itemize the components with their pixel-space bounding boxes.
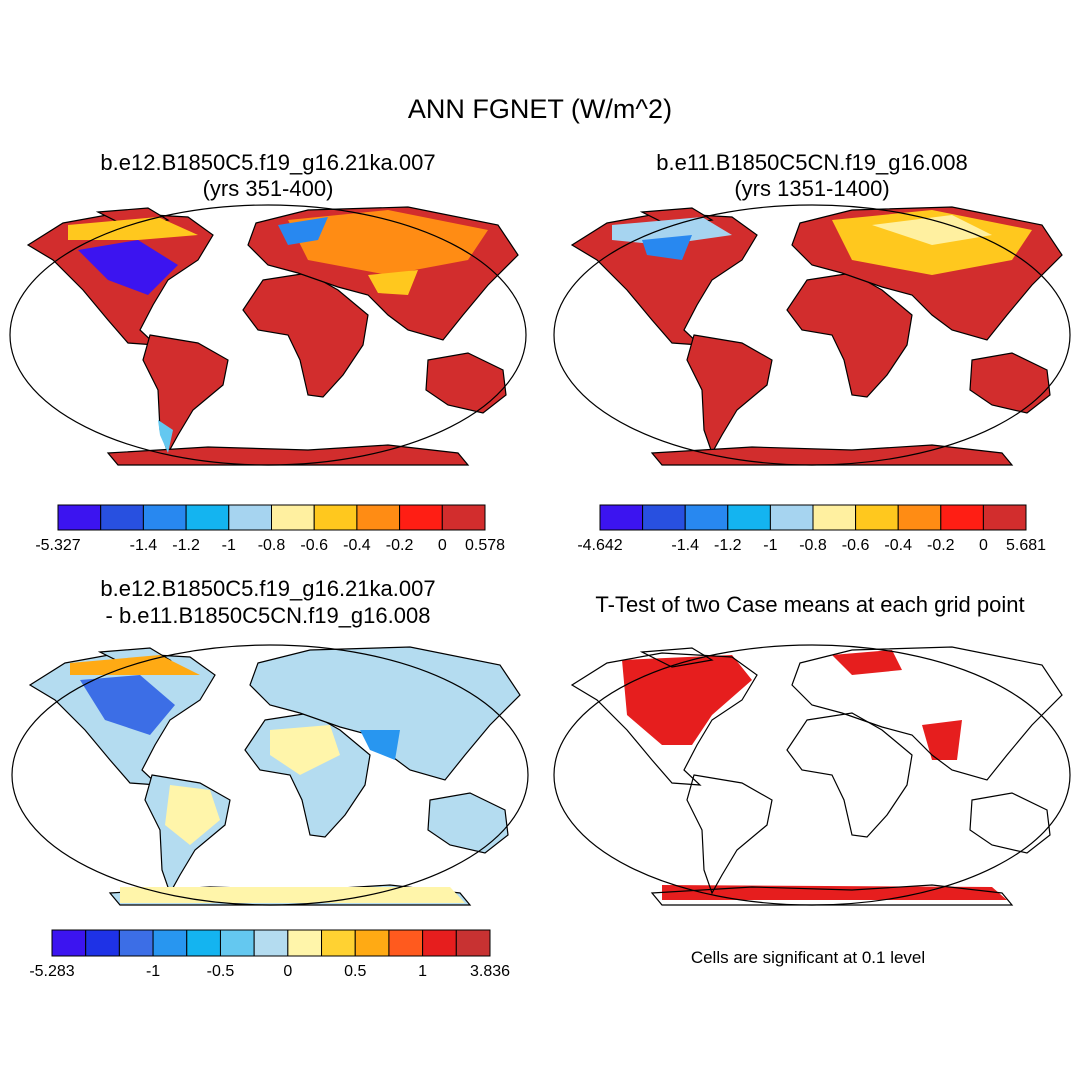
colorbar-label: -0.4 <box>343 537 371 554</box>
colorbar-label: -0.2 <box>927 537 955 554</box>
colorbar-box <box>769 504 814 531</box>
colorbar-label: -1 <box>146 963 160 980</box>
colorbar-label: 0 <box>438 537 447 554</box>
colorbar-box <box>897 504 942 531</box>
colorbar-label: -0.5 <box>207 963 235 980</box>
colorbar-box <box>271 504 315 531</box>
colorbar-box <box>219 929 255 957</box>
map-panel-1 <box>9 204 527 466</box>
colorbar-box <box>287 929 323 957</box>
colorbar-box <box>321 929 356 957</box>
colorbar-label: 0 <box>979 537 988 554</box>
colorbar-box <box>642 504 686 531</box>
colorbar-box <box>356 504 401 531</box>
colorbar-box <box>388 929 424 957</box>
colorbar-label: -0.4 <box>884 537 912 554</box>
colorbar-label: -5.327 <box>35 537 80 554</box>
panel-subtitle: - b.e11.B1850C5CN.f19_g16.008 <box>106 603 431 628</box>
colorbar-label: 0.5 <box>344 963 366 980</box>
colorbar-box <box>855 504 899 531</box>
colorbar-label: -5.283 <box>29 963 74 980</box>
colorbar-label: 5.681 <box>1006 537 1046 554</box>
map-panel-3 <box>11 644 529 906</box>
colorbar-box <box>85 929 120 957</box>
colorbar-box <box>812 504 857 531</box>
colorbar-box <box>118 929 154 957</box>
colorbar-label: -4.642 <box>577 537 622 554</box>
colorbars: -5.327 -1.4 -1.2 -1 -0.8 -0.6 -0.4 -0.2 0 0.578 -4… <box>29 504 1046 980</box>
colorbar-label: -1 <box>763 537 777 554</box>
colorbar-box <box>441 504 486 531</box>
colorbar-box <box>313 504 358 531</box>
panel-subtitle: (yrs 351-400) <box>203 176 334 201</box>
colorbar-box <box>228 504 273 531</box>
panel-title: b.e12.B1850C5.f19_g16.21ka.007 <box>100 150 435 175</box>
colorbar-label: 0 <box>283 963 292 980</box>
map-panel-4 <box>553 644 1071 906</box>
colorbar-box <box>354 929 390 957</box>
colorbar-box <box>253 929 289 957</box>
colorbar-label: 1 <box>418 963 427 980</box>
panel-title: b.e12.B1850C5.f19_g16.21ka.007 <box>100 576 435 601</box>
colorbar-label: -1 <box>222 537 236 554</box>
colorbar-label: 0.578 <box>465 537 505 554</box>
colorbar-label: -1.2 <box>714 537 742 554</box>
colorbar-label: -1.4 <box>671 537 699 554</box>
colorbar-box <box>684 504 729 531</box>
colorbar-label: 3.836 <box>470 963 510 980</box>
colorbar-label: -0.8 <box>799 537 827 554</box>
colorbar-box <box>982 504 1027 531</box>
colorbar-box <box>599 504 644 531</box>
panel-title: b.e11.B1850C5CN.f19_g16.008 <box>656 150 968 175</box>
colorbar-label: -1.4 <box>130 537 158 554</box>
colorbar-label: -1.2 <box>172 537 200 554</box>
colorbar-label: -0.8 <box>258 537 286 554</box>
colorbar-box <box>455 929 491 957</box>
colorbar-box <box>57 504 102 531</box>
colorbar-box <box>399 504 443 531</box>
colorbar-box <box>186 929 221 957</box>
colorbar-box <box>185 504 230 531</box>
panel-title: T-Test of two Case means at each grid po… <box>595 592 1024 617</box>
panel-subtitle: (yrs 1351-1400) <box>734 176 889 201</box>
colorbar-box <box>142 504 187 531</box>
colorbar-label: -0.6 <box>300 537 328 554</box>
colorbar-label: -0.2 <box>386 537 414 554</box>
colorbar-box <box>152 929 188 957</box>
colorbar-box <box>51 929 87 957</box>
map-panel-2 <box>553 204 1071 466</box>
note: Cells are significant at 0.1 level <box>691 948 925 967</box>
colorbar-box <box>940 504 984 531</box>
colorbar-box <box>100 504 144 531</box>
figure-title: ANN FGNET (W/m^2) <box>408 94 672 124</box>
colorbar-label: -0.6 <box>842 537 870 554</box>
colorbar-box <box>422 929 457 957</box>
colorbar-box <box>727 504 771 531</box>
